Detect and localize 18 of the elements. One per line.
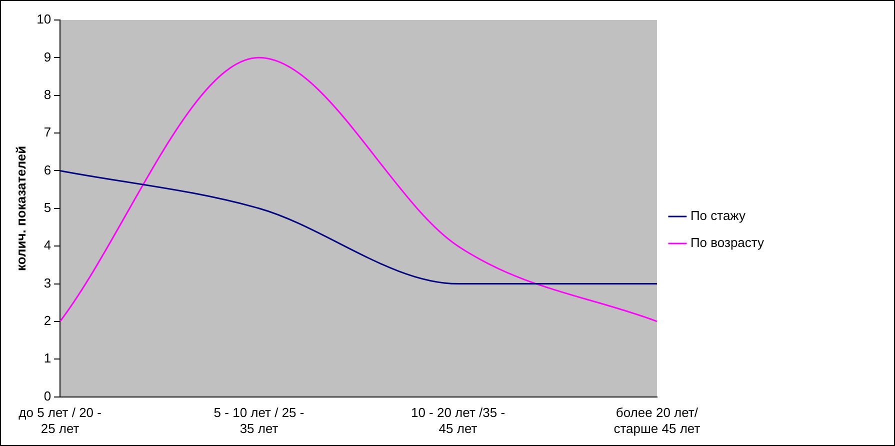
x-tick-label: до 5 лет / 20 - 25 лет bbox=[18, 405, 102, 436]
y-tick-label: 7 bbox=[44, 124, 52, 140]
x-tick-label: 5 - 10 лет / 25 - 35 лет bbox=[214, 405, 304, 436]
y-tick-label: 2 bbox=[44, 313, 52, 328]
y-tick-label: 1 bbox=[44, 350, 52, 366]
y-tick-label: 9 bbox=[44, 49, 52, 64]
x-tick-label: 10 - 20 лет /35 - 45 лет bbox=[410, 405, 506, 436]
x-tick-label: более 20 лет/ старше 45 лет bbox=[614, 405, 700, 436]
y-tick-label: 5 bbox=[44, 200, 52, 215]
y-tick-label: 4 bbox=[44, 238, 52, 253]
y-tick-label: 8 bbox=[44, 86, 52, 102]
legend-label: По стажу bbox=[690, 208, 746, 224]
y-tick-label: 3 bbox=[44, 275, 52, 290]
y-tick-label: 0 bbox=[44, 388, 52, 404]
y-axis-title: колич. показателей bbox=[13, 146, 28, 271]
legend-label: По возрасту bbox=[690, 235, 764, 250]
y-tick-label: 10 bbox=[36, 12, 52, 27]
y-tick-label: 6 bbox=[44, 162, 52, 178]
